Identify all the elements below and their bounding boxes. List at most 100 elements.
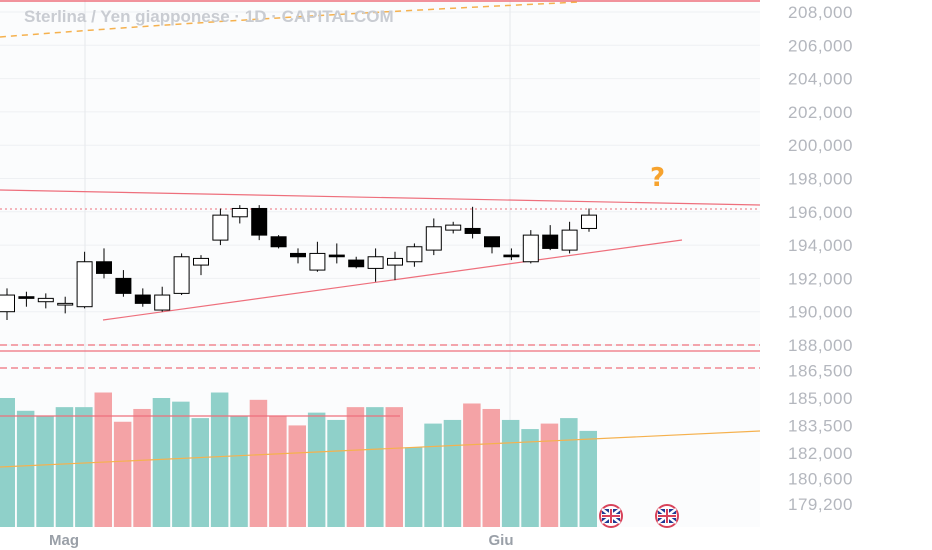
volume-bar [94,392,112,527]
time-axis: Mag Giu [49,532,514,549]
candle-body [57,302,74,306]
price-tick-label: 198,000 [788,170,853,189]
volume-bar [521,429,539,527]
uk-flag-icon[interactable] [599,504,623,528]
price-tick-label: 188,000 [788,336,853,355]
candle-body [503,254,520,258]
volume-bar [327,419,345,527]
volume-bar [230,416,248,527]
volume-bar [404,447,423,527]
volume-bar [307,412,326,527]
volume-bar [560,418,578,527]
price-axis: 208,000 206,000 204,000 202,000 200,000 198,0… [788,3,853,514]
volume-bar [249,399,268,527]
candle-body [309,252,326,271]
price-tick-label: 204,000 [788,70,853,89]
volume-bar [540,423,559,527]
price-tick-label: 200,000 [788,136,853,155]
candle-body [193,257,209,266]
candle-body [76,261,93,308]
price-tick-label: 196,000 [788,203,853,222]
question-annotation: ? [650,163,665,193]
volume-tick-label: 183,500 [788,416,853,435]
volume-bar [133,408,151,527]
volume-bar [191,418,209,527]
candle-body [231,207,248,218]
volume-tick-label: 179,200 [788,495,853,514]
volume-bar [55,407,74,527]
volume-bar [463,403,481,527]
time-tick-label: Giu [489,532,514,549]
candle-body [522,234,539,263]
candle-body [96,261,112,274]
axis-background [760,0,932,550]
volume-bar [443,419,462,527]
volume-moving-average [0,430,761,468]
volume-bar [0,398,15,527]
price-tick-label: 206,000 [788,36,853,55]
volume-bar [424,423,442,527]
flag-red-v [610,509,612,523]
uk-flag-icon[interactable] [655,504,679,528]
volume-bar [16,410,35,527]
volume-bar [36,416,54,527]
time-tick-label: Mag [49,532,79,549]
candle-body [328,254,345,258]
volume-bar [288,425,306,527]
price-tick-label: 202,000 [788,103,853,122]
candle-body [484,236,500,248]
candle-body [367,256,384,269]
price-tick-label: 190,000 [788,303,853,322]
volume-bar [579,430,597,527]
chart-title: Sterlina / Yen giapponese · 1D · CAPITAL… [24,7,394,26]
volume-tick-label: 185,000 [788,389,853,408]
flag-red-v [666,509,668,523]
volume-tick-label: 186,500 [788,362,853,381]
candle-body [0,294,15,313]
candle-body [115,277,132,294]
candle-body [406,246,423,263]
overlays [0,0,761,369]
candle-body [18,296,35,299]
candle-body [173,256,190,294]
volume-bars [0,392,597,527]
price-tick-label: 194,000 [788,236,853,255]
flags-group[interactable] [599,504,679,528]
candle-body [134,294,151,304]
candle-body [251,207,268,236]
volume-overlays [0,415,761,468]
volume-bar [152,398,171,527]
candle-body [37,297,54,303]
volume-bar [366,407,384,527]
price-tick-label: 192,000 [788,269,853,288]
candle-body [290,252,306,258]
candle-body [348,259,365,268]
support-trendline [102,239,683,321]
volume-bar [346,407,365,527]
resistance-trendline [0,189,761,206]
candle-body [445,224,462,231]
volume-bar [113,421,132,527]
volume-tick-label: 182,000 [788,444,853,463]
candles [0,205,597,321]
price-tick-label: 208,000 [788,3,853,22]
candle-body [270,236,287,248]
candle-body [387,257,403,266]
candle-body [542,234,559,249]
volume-bar [385,407,403,527]
candle-body [581,214,597,229]
volume-bar [210,392,229,527]
volume-bar [269,416,287,527]
volume-bar [172,401,190,527]
candle-body [425,226,442,251]
volume-tick-label: 180,600 [788,469,853,488]
volume-bar [482,408,500,527]
candle-body [212,214,229,241]
volume-bar [501,419,520,527]
candle-body [464,227,481,234]
candle-body [561,229,578,251]
dashed-curve [0,1,581,38]
volume-bar [75,407,93,527]
